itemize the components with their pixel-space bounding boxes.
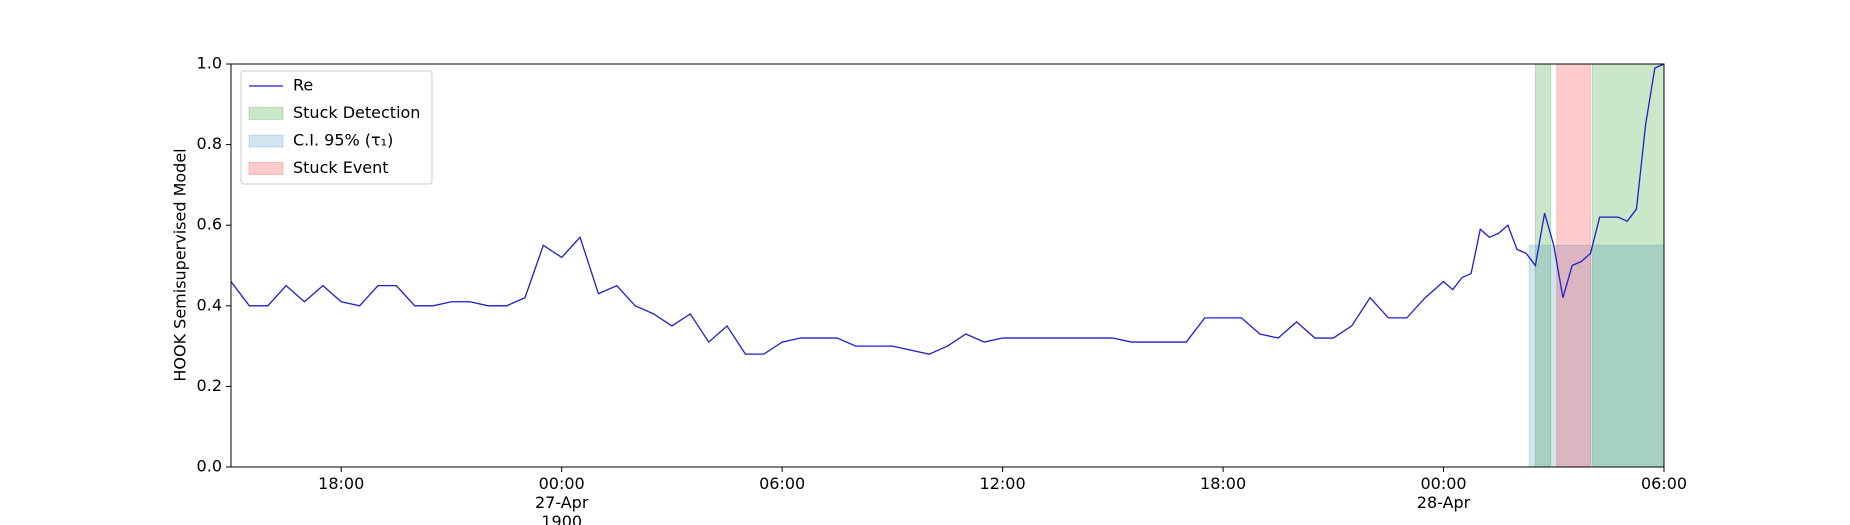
- y-axis-label: HOOK Semisupervised Model: [171, 148, 190, 381]
- legend-patch: [248, 162, 284, 175]
- y-tick-label: 0.0: [197, 457, 222, 476]
- legend-box: [240, 70, 433, 185]
- legend-label: Stuck Event: [293, 158, 389, 177]
- x-tick-label: 00:00 27-Apr 1900: [534, 474, 589, 525]
- y-tick-label: 0.2: [197, 376, 222, 395]
- legend-patch: [248, 134, 284, 148]
- region: [1591, 63, 1665, 468]
- legend-label: C.I. 95% (τ₁): [293, 131, 393, 150]
- region: [1528, 244, 1665, 468]
- legend-label: Re: [293, 76, 313, 95]
- y-tick-label: 1.0: [197, 54, 222, 73]
- x-tick-label: 18:00: [1200, 474, 1247, 493]
- x-tick-label: 00:00 28-Apr: [1416, 474, 1471, 512]
- line: [230, 63, 1665, 355]
- y-tick-label: 0.6: [197, 215, 222, 234]
- y-tick-label: 0.8: [197, 134, 222, 153]
- y-tick-label: 0.4: [197, 295, 222, 314]
- legend-patch: [248, 107, 284, 120]
- legend-label: Stuck Detection: [293, 103, 420, 122]
- x-tick-label: 18:00: [318, 474, 365, 493]
- x-tick-label: 06:00: [1640, 474, 1688, 493]
- axes-frame: [230, 63, 1665, 468]
- x-tick-label: 12:00: [979, 474, 1026, 493]
- x-tick-label: 06:00: [759, 474, 806, 493]
